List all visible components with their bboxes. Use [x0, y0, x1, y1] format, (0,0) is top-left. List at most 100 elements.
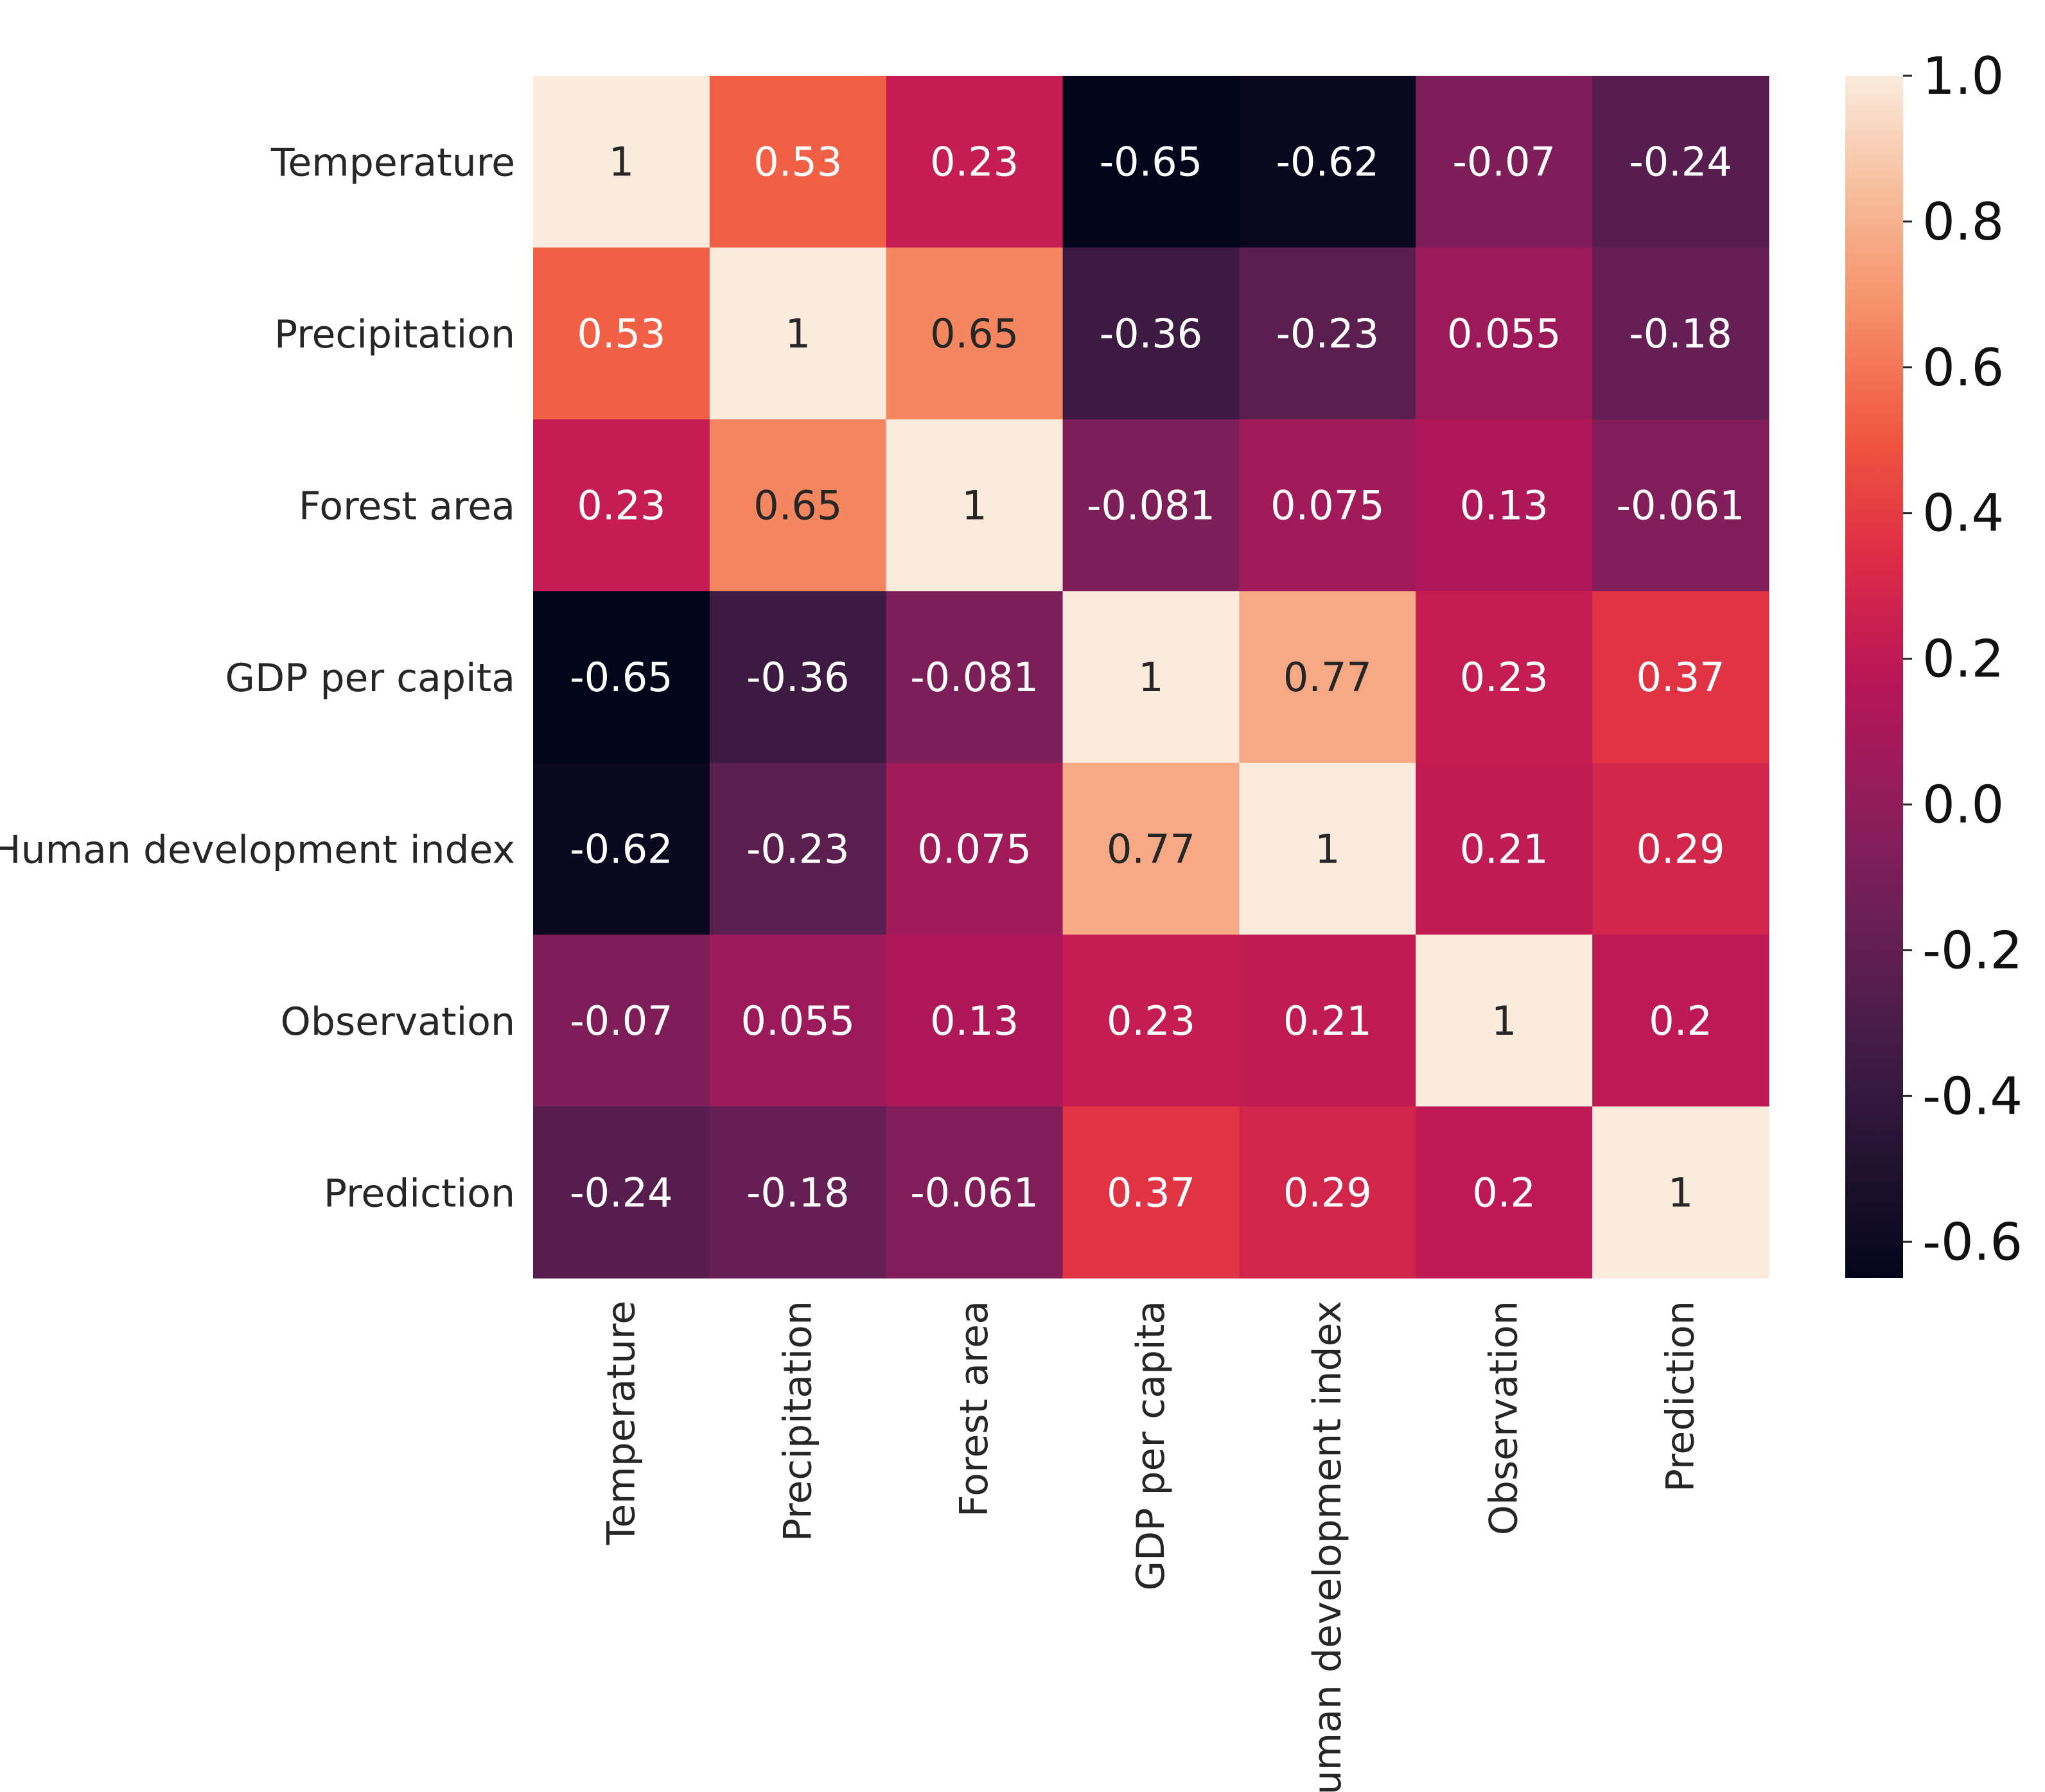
heatmap-cell: [533, 762, 710, 935]
heatmap-cell: [709, 591, 887, 764]
cell-value-label: 0.23: [1107, 997, 1195, 1044]
heatmap-cell: [1592, 1106, 1769, 1279]
cell-value-label: 0.23: [577, 482, 665, 529]
cell-value-label: 0.075: [917, 825, 1031, 872]
heatmap-cell: [533, 935, 710, 1107]
heatmap-cell: [1592, 419, 1769, 592]
heatmap-cell: [1592, 591, 1769, 764]
heatmap-cell: [886, 762, 1064, 935]
cell-value-label: -0.18: [746, 1169, 849, 1216]
cell-value-label: 0.23: [1460, 654, 1549, 701]
heatmap-cell: [886, 76, 1064, 248]
colorbar-tick-label: -0.6: [1922, 1212, 2023, 1272]
x-tick-label: Human development index: [1305, 1301, 1350, 1792]
cell-value-label: 0.77: [1107, 825, 1195, 872]
colorbar-tick-label: 0.2: [1922, 629, 2004, 689]
colorbar-tick-label: -0.2: [1922, 920, 2023, 980]
cell-value-label: -0.18: [1629, 310, 1732, 357]
heatmap-cell: [1239, 419, 1416, 592]
y-tick-label: GDP per capita: [225, 656, 516, 701]
cell-value-label: -0.24: [570, 1169, 672, 1216]
colorbar-tick-label: 1.0: [1922, 46, 2004, 106]
heatmap-cell: [1239, 762, 1416, 935]
cell-value-label: 0.29: [1283, 1169, 1372, 1216]
cell-value-label: 1: [1491, 997, 1516, 1044]
cell-value-label: 0.21: [1460, 825, 1549, 872]
cell-value-label: -0.24: [1629, 139, 1732, 186]
heatmap-cell: [533, 1106, 710, 1279]
heatmap-cells: 1 0.53 0.23 -0.65 -0.62 -0.07 -0.24 0.53 1 0.65 -0…: [533, 76, 1769, 1279]
cell-value-label: 1: [1668, 1169, 1693, 1216]
cell-value-label: -0.65: [570, 654, 672, 701]
heatmap-cell: [533, 76, 710, 248]
cell-value-label: 0.13: [930, 997, 1019, 1044]
cell-value-label: -0.081: [1087, 482, 1215, 529]
cell-value-label: 1: [609, 139, 634, 186]
y-tick-label: Forest area: [299, 484, 515, 529]
cell-value-label: -0.061: [1617, 482, 1745, 529]
colorbar: 1.0 0.8 0.6 0.4 0.2 0.0 -0.2 -0.4 -0.6: [1845, 46, 2023, 1278]
heatmap-cell: [1416, 935, 1593, 1107]
cell-value-label: -0.36: [1100, 310, 1202, 357]
cell-value-label: 0.075: [1270, 482, 1385, 529]
x-tick-label: Prediction: [1658, 1301, 1703, 1492]
cell-value-label: 1: [1315, 825, 1340, 872]
heatmap-cell: [1062, 1106, 1240, 1279]
cell-value-label: 0.13: [1460, 482, 1549, 529]
y-tick-label: Observation: [281, 999, 515, 1044]
cell-value-label: 0.055: [1447, 310, 1561, 357]
cell-value-label: 0.21: [1283, 997, 1372, 1044]
cell-value-label: -0.061: [910, 1169, 1039, 1216]
heatmap-cell: [1239, 1106, 1416, 1279]
heatmap-cell: [1062, 76, 1240, 248]
y-tick-label: Temperature: [270, 141, 515, 186]
heatmap-cell: [1416, 591, 1593, 764]
cell-value-label: -0.36: [746, 654, 849, 701]
cell-value-label: -0.65: [1100, 139, 1202, 186]
x-tick-label: Precipitation: [775, 1301, 820, 1542]
heatmap-cell: [1416, 247, 1593, 420]
cell-value-label: 0.37: [1637, 654, 1725, 701]
colorbar-tick-label: -0.4: [1922, 1066, 2023, 1126]
y-tick-label: Prediction: [324, 1171, 515, 1216]
heatmap-cell: [1592, 762, 1769, 935]
heatmap-cell: [1592, 247, 1769, 420]
heatmap-cell: [533, 419, 710, 592]
heatmap-cell: [1062, 762, 1240, 935]
cell-value-label: 1: [786, 310, 811, 357]
cell-value-label: 0.29: [1637, 825, 1725, 872]
cell-value-label: 0.055: [741, 997, 856, 1044]
cell-value-label: -0.081: [910, 654, 1039, 701]
cell-value-label: 0.2: [1649, 997, 1712, 1044]
heatmap-cell: [1239, 247, 1416, 420]
heatmap-cell: [1062, 935, 1240, 1107]
cell-value-label: 1: [961, 482, 987, 529]
heatmap-cell: [1062, 247, 1240, 420]
cell-value-label: 0.2: [1472, 1169, 1536, 1216]
cell-value-label: 0.65: [930, 310, 1019, 357]
cell-value-label: -0.62: [570, 825, 672, 872]
y-axis-labels: Temperature Precipitation Forest area GDP p…: [0, 141, 515, 1217]
y-tick-label: Human development index: [0, 827, 515, 872]
heatmap-cell: [1062, 419, 1240, 592]
cell-value-label: -0.07: [1453, 139, 1556, 186]
cell-value-label: -0.62: [1276, 139, 1379, 186]
heatmap-cell: [533, 247, 710, 420]
heatmap-cell: [709, 76, 887, 248]
heatmap-cell: [709, 419, 887, 592]
y-tick-label: Precipitation: [274, 312, 515, 357]
heatmap-cell: [886, 1106, 1064, 1279]
cell-value-label: 0.23: [930, 139, 1019, 186]
cell-value-label: 0.53: [577, 310, 665, 357]
heatmap-cell: [1239, 935, 1416, 1107]
x-tick-label: Forest area: [952, 1301, 997, 1517]
heatmap-cell: [709, 935, 887, 1107]
heatmap-cell: [709, 762, 887, 935]
x-tick-label: Temperature: [599, 1301, 644, 1545]
heatmap-cell: [1239, 591, 1416, 764]
colorbar-tick-label: 0.6: [1922, 338, 2004, 398]
cell-value-label: -0.23: [1276, 310, 1379, 357]
heatmap-cell: [1239, 76, 1416, 248]
heatmap-cell: [709, 1106, 887, 1279]
